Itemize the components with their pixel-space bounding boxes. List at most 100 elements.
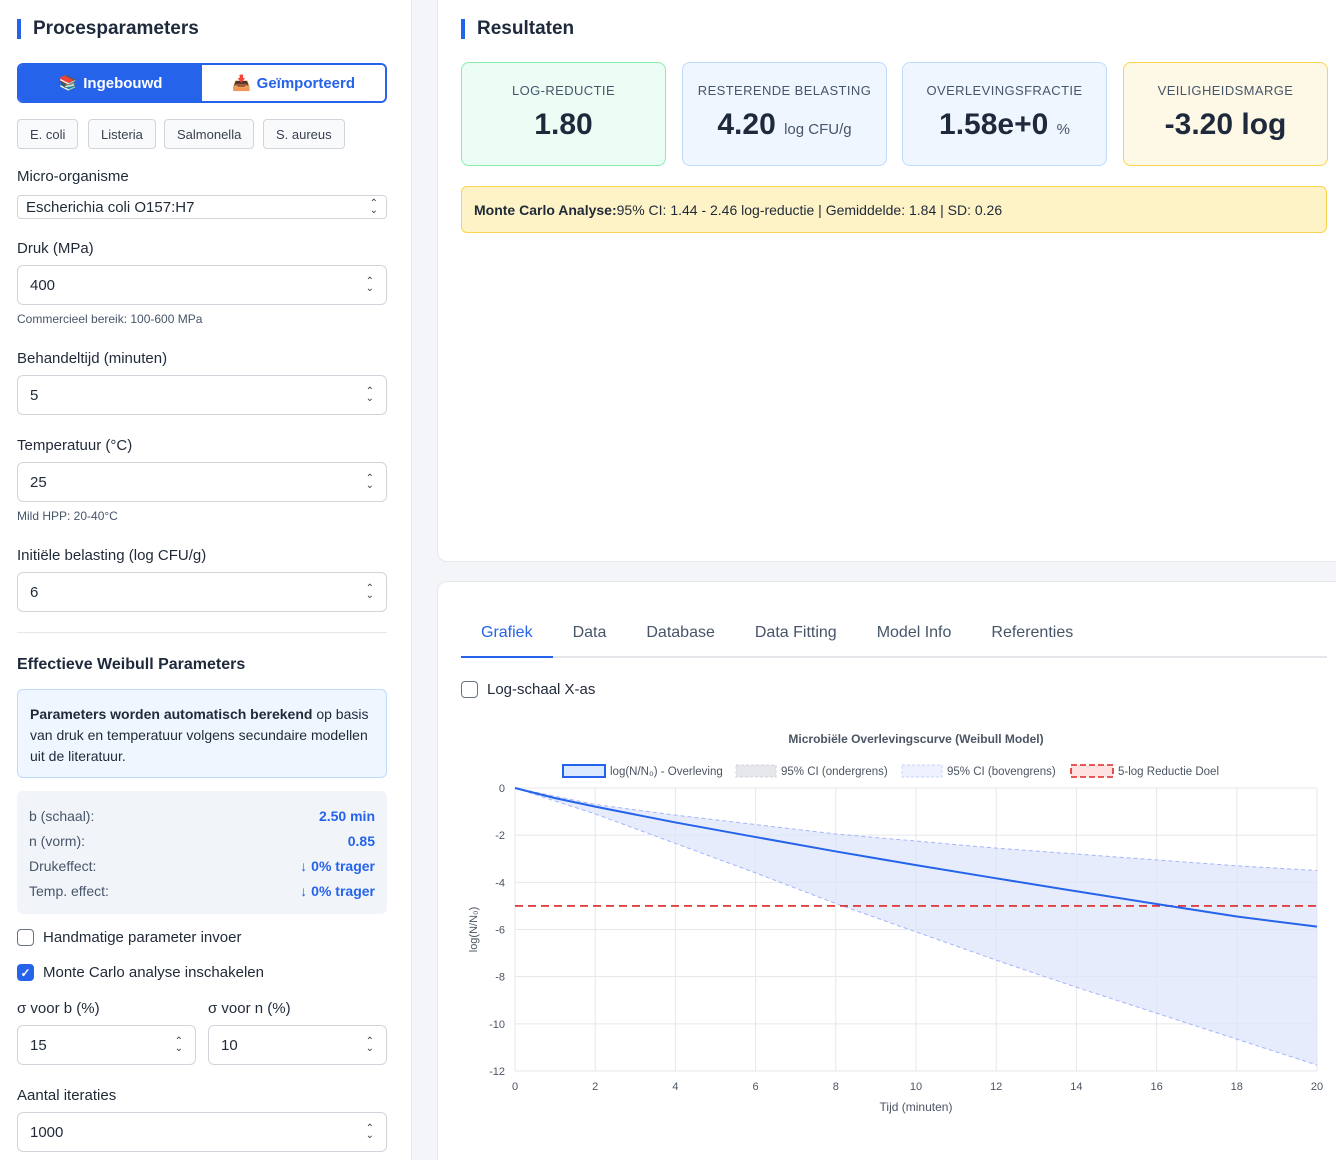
stat-value: 4.20 log CFU/g: [683, 108, 886, 142]
manual-checkbox-row[interactable]: Handmatige parameter invoer: [17, 929, 241, 946]
param-value: 0.85: [347, 832, 375, 849]
mc-checkbox-row[interactable]: ✓ Monte Carlo analyse inschakelen: [17, 964, 264, 981]
tab-referenties[interactable]: Referenties: [991, 624, 1074, 641]
sigma-n-input[interactable]: 10 ⌃ ⌄: [208, 1025, 387, 1065]
legend-label: 5-log Reductie Doel: [1118, 766, 1219, 778]
tab-data[interactable]: Data: [572, 624, 607, 641]
preset-listeria[interactable]: Listeria: [88, 119, 156, 149]
stepper-icon[interactable]: ⌃ ⌄: [365, 1036, 374, 1054]
info-text: op basis van druk en temperatuur volgens…: [30, 706, 369, 764]
stepper-icon[interactable]: ⌃ ⌄: [365, 583, 374, 601]
tab-grafiek[interactable]: Grafiek: [461, 612, 553, 658]
divider: [17, 632, 387, 633]
y-tick-label: -12: [489, 1066, 505, 1078]
survival-chart: 0 2 4 6 8 10 12 14 16 18 20 0 -2 -4 -6 -8 -10 -12 Microbië…: [468, 732, 1323, 1114]
stat-label: LOG-REDUCTIE: [511, 83, 616, 98]
x-tick-label: 16: [1150, 1081, 1162, 1093]
x-tick-label: 8: [833, 1081, 839, 1093]
x-tick-label: 2: [592, 1081, 598, 1093]
stepper-icon[interactable]: ⌃ ⌄: [365, 276, 374, 294]
remaining-load-card: RESTERENDE BELASTING 4.20 log CFU/g: [682, 62, 887, 166]
y-axis-title: log(N/N₀): [468, 907, 480, 953]
temp-value: 25: [30, 473, 47, 491]
param-value: ↓ 0% trager: [300, 882, 375, 899]
ci-lower-line: [514, 787, 1318, 872]
pressure-input[interactable]: 400 ⌃ ⌄: [17, 265, 387, 305]
tab-database[interactable]: Database: [646, 624, 715, 641]
survival-unit: %: [1056, 121, 1070, 138]
organism-label: Micro-organisme: [17, 168, 129, 185]
iter-value: 1000: [30, 1123, 64, 1141]
mc-checkbox[interactable]: ✓: [17, 964, 34, 981]
tab-data-fitting[interactable]: Data Fitting: [754, 624, 837, 641]
monte-carlo-banner: Monte Carlo Analyse: 95% CI: 1.44 - 2.46…: [461, 186, 1327, 233]
y-tick-label: -10: [489, 1019, 505, 1031]
remaining-value: 4.20: [717, 108, 776, 141]
survival-card: OVERLEVINGSFRACTIE 1.58e+0 %: [902, 62, 1107, 166]
safety-margin-card: VEILIGHEIDSMARGE -3.20 log: [1123, 62, 1328, 166]
load-label: Initiële belasting (log CFU/g): [17, 547, 207, 564]
param-row: Temp. effect: ↓ 0% trager: [29, 878, 375, 903]
param-row: n (vorm): 0.85: [29, 828, 375, 853]
load-input[interactable]: 6 ⌃ ⌄: [17, 572, 387, 612]
time-input[interactable]: 5 ⌃ ⌄: [17, 375, 387, 415]
temp-hint: Mild HPP: 20-40°C: [17, 509, 118, 523]
preset-salmonella[interactable]: Salmonella: [164, 119, 255, 149]
imported-button[interactable]: 📥 Geïmporteerd: [202, 65, 385, 101]
legend-label: log(N/N₀) - Overleving: [610, 766, 723, 778]
mc-text: 95% CI: 1.44 - 2.46 log-reductie | Gemid…: [616, 201, 1003, 218]
manual-checkbox[interactable]: [17, 929, 34, 946]
legend-swatch: [1070, 764, 1114, 778]
stepper-icon[interactable]: ⌃ ⌄: [365, 386, 374, 404]
x-tick-label: 0: [512, 1081, 518, 1093]
stepper-icon[interactable]: ⌃ ⌄: [365, 1123, 374, 1141]
process-parameters-panel: Procesparameters 📚 Ingebouwd 📥 Geïmporte…: [0, 0, 412, 1160]
param-value: ↓ 0% trager: [300, 857, 375, 874]
load-value: 6: [30, 583, 39, 601]
logscale-checkbox[interactable]: [461, 681, 478, 698]
time-label: Behandeltijd (minuten): [17, 350, 168, 367]
preset-ecoli[interactable]: E. coli: [17, 119, 79, 149]
legend-swatch: [901, 764, 943, 778]
param-key: n (vorm):: [29, 832, 85, 849]
legend-swatch: [735, 764, 777, 778]
organism-select[interactable]: Escherichia coli O157:H7 ⌃ ⌄: [17, 195, 387, 219]
stat-value: 1.58e+0 %: [903, 108, 1106, 142]
builtin-button[interactable]: 📚 Ingebouwd: [19, 65, 202, 101]
iter-input[interactable]: 1000 ⌃ ⌄: [17, 1112, 387, 1152]
logscale-label: Log-schaal X-as: [487, 681, 596, 698]
param-value: 2.50 min: [318, 807, 375, 824]
param-key: Drukeffect:: [29, 857, 97, 874]
temp-input[interactable]: 25 ⌃ ⌄: [17, 462, 387, 502]
stepper-icon[interactable]: ⌃ ⌄: [174, 1036, 183, 1054]
organism-value: Escherichia coli O157:H7: [26, 198, 195, 216]
y-tick-label: -2: [495, 830, 505, 842]
x-tick-label: 10: [910, 1081, 922, 1093]
results-title: Resultaten: [461, 19, 574, 39]
legend-label: 95% CI (ondergrens): [781, 766, 888, 778]
sigma-b-input[interactable]: 15 ⌃ ⌄: [17, 1025, 196, 1065]
stepper-icon[interactable]: ⌃ ⌄: [365, 473, 374, 491]
y-tick-label: 0: [499, 783, 505, 795]
margin-value: -3.20 log: [1164, 108, 1287, 141]
x-tick-label: 6: [753, 1081, 759, 1093]
param-row: b (schaal): 2.50 min: [29, 803, 375, 828]
books-icon: 📚: [58, 75, 78, 92]
param-key: Temp. effect:: [29, 882, 109, 899]
logscale-row[interactable]: Log-schaal X-as: [461, 681, 595, 698]
tab-model-info[interactable]: Model Info: [876, 624, 952, 641]
preset-saureus[interactable]: S. aureus: [263, 119, 345, 149]
x-axis-title: Tijd (minuten): [880, 1100, 953, 1114]
imported-label: Geïmporteerd: [256, 74, 356, 92]
x-tick-label: 4: [672, 1081, 678, 1093]
param-key: b (schaal):: [29, 807, 95, 824]
iter-label: Aantal iteraties: [17, 1087, 117, 1104]
stat-label: VEILIGHEIDSMARGE: [1157, 83, 1294, 98]
log-reduction-value: 1.80: [534, 108, 593, 141]
sigma-b-label: σ voor b (%): [17, 1000, 100, 1017]
remaining-unit: log CFU/g: [784, 121, 852, 138]
select-arrows-icon: ⌃ ⌄: [369, 198, 378, 216]
y-tick-label: -4: [495, 877, 505, 889]
weibull-title: Effectieve Weibull Parameters: [17, 656, 246, 673]
x-tick-label: 14: [1070, 1081, 1082, 1093]
